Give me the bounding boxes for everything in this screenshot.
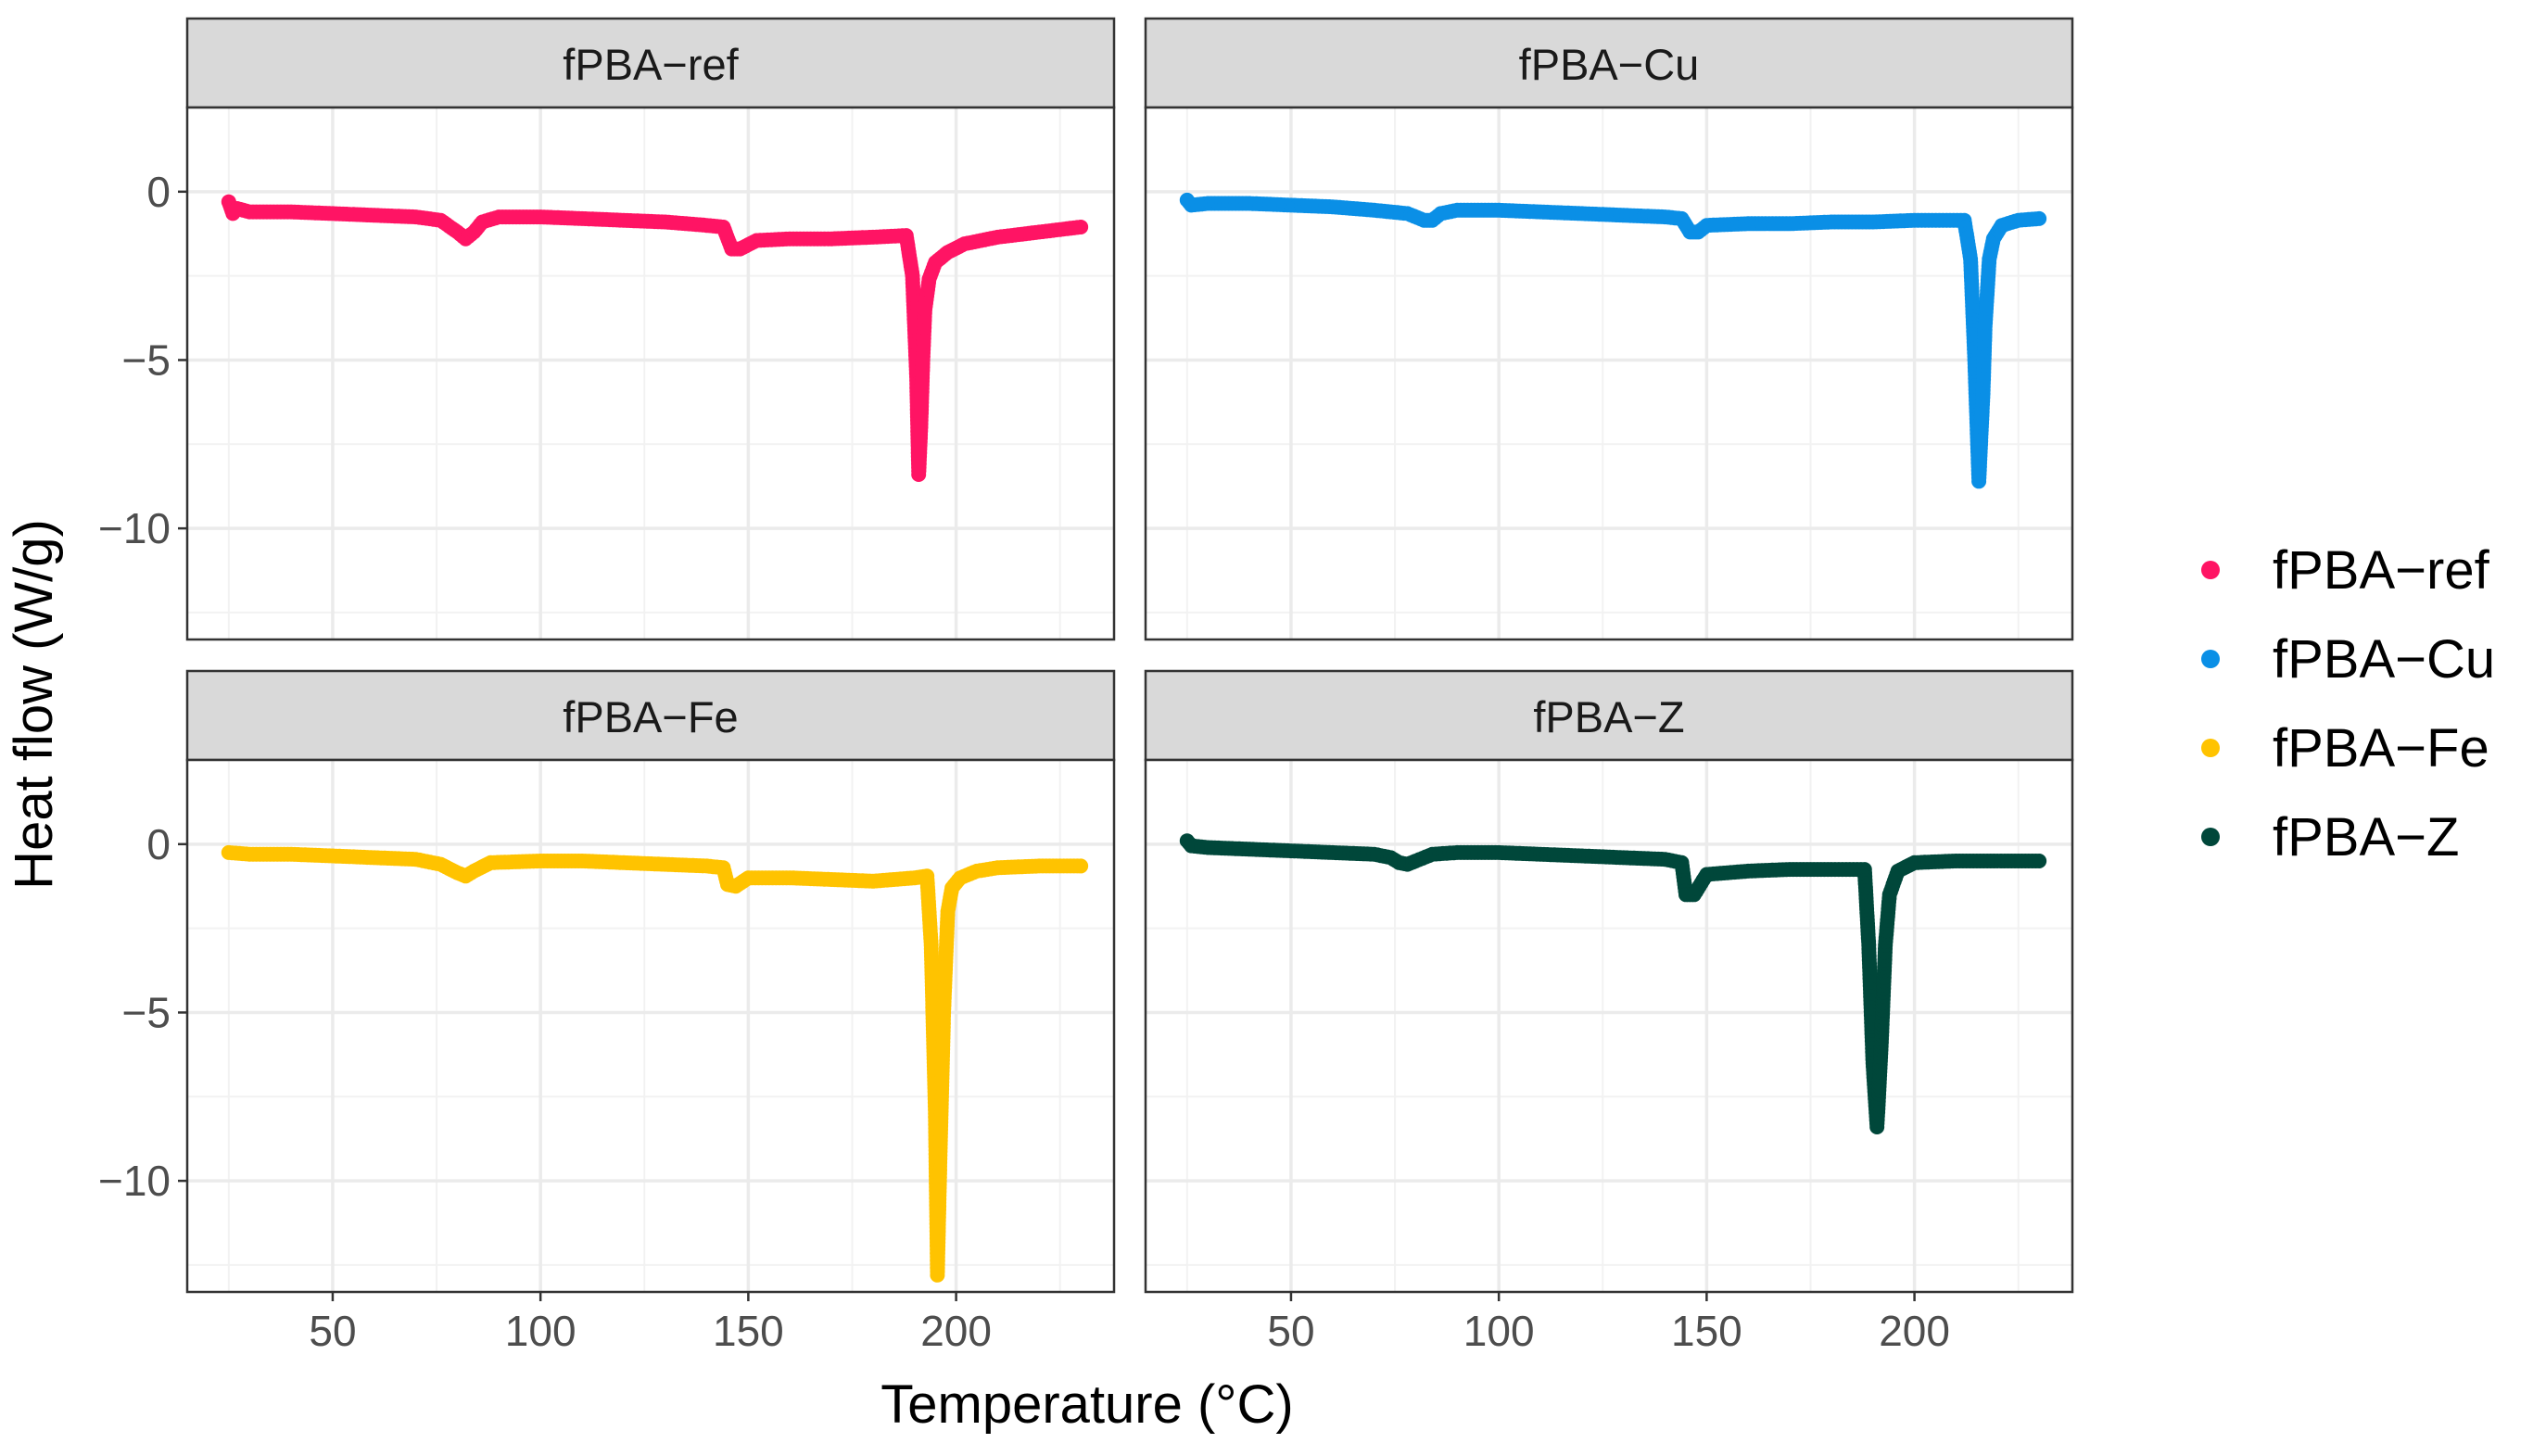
x-tick-label: 200 xyxy=(920,1307,992,1355)
legend-key xyxy=(2201,739,2220,757)
panel-border xyxy=(185,106,1116,641)
facet-strip-label: fPBA−Z xyxy=(1533,692,1684,741)
x-tick-label: 100 xyxy=(1463,1307,1535,1355)
legend-label: fPBA−ref xyxy=(2273,540,2490,601)
x-tick-label: 150 xyxy=(713,1307,784,1355)
x-tick-label: 150 xyxy=(1671,1307,1742,1355)
y-axis-title: Heat flow (W/g) xyxy=(4,519,64,890)
facet-panel: fPBA−ref 0 −5 −10 xyxy=(98,17,1116,641)
y-tick-label: 0 xyxy=(146,820,171,868)
facet-strip xyxy=(185,17,1116,109)
legend: fPBA−ref fPBA−Cu fPBA−Fe fPBA−Z xyxy=(2201,540,2495,867)
legend-key xyxy=(2201,828,2220,846)
x-tick-label: 100 xyxy=(505,1307,576,1355)
x-tick-label: 50 xyxy=(309,1307,356,1355)
y-tick-label: −5 xyxy=(122,988,171,1036)
facet-strip-label: fPBA−ref xyxy=(563,40,739,89)
facet-strip-label: fPBA−Fe xyxy=(563,692,738,741)
facet-panel: fPBA−Z 50 100 150 200 xyxy=(1144,669,2074,1355)
facet-panel: fPBA−Cu xyxy=(1144,17,2074,641)
y-tick-label: −10 xyxy=(98,504,171,552)
x-tick-label: 50 xyxy=(1267,1307,1314,1355)
y-tick-label: −5 xyxy=(122,336,171,384)
panel-background xyxy=(1146,108,2072,639)
x-axis-title: Temperature (°C) xyxy=(880,1374,1293,1435)
data-point xyxy=(2032,853,2047,868)
legend-key xyxy=(2201,650,2220,668)
facet-strip xyxy=(1144,669,2074,762)
data-series xyxy=(221,844,1089,1283)
panel-border xyxy=(185,758,1116,1294)
panel-border xyxy=(1144,758,2074,1294)
legend-label: fPBA−Cu xyxy=(2273,629,2495,690)
data-series xyxy=(1179,833,2047,1134)
data-point xyxy=(2032,210,2047,226)
y-tick-label: −10 xyxy=(98,1157,171,1205)
facet-strip xyxy=(185,669,1116,762)
panel-background xyxy=(187,108,1114,639)
facet-panel: fPBA−Fe 0 −5 −10 50 100 150 200 xyxy=(98,669,1116,1355)
data-point xyxy=(1073,858,1089,874)
x-tick-label: 200 xyxy=(1879,1307,1950,1355)
legend-label: fPBA−Z xyxy=(2273,807,2459,867)
data-point xyxy=(1073,219,1089,234)
legend-label: fPBA−Fe xyxy=(2273,718,2489,779)
panel-border xyxy=(1144,106,2074,641)
facet-strip-label: fPBA−Cu xyxy=(1519,40,1700,89)
y-tick-label: 0 xyxy=(146,168,171,216)
data-series xyxy=(1179,192,2047,489)
panel-background xyxy=(1146,760,2072,1292)
legend-key xyxy=(2201,561,2220,579)
panel-background xyxy=(187,760,1114,1292)
data-series xyxy=(221,194,1089,482)
